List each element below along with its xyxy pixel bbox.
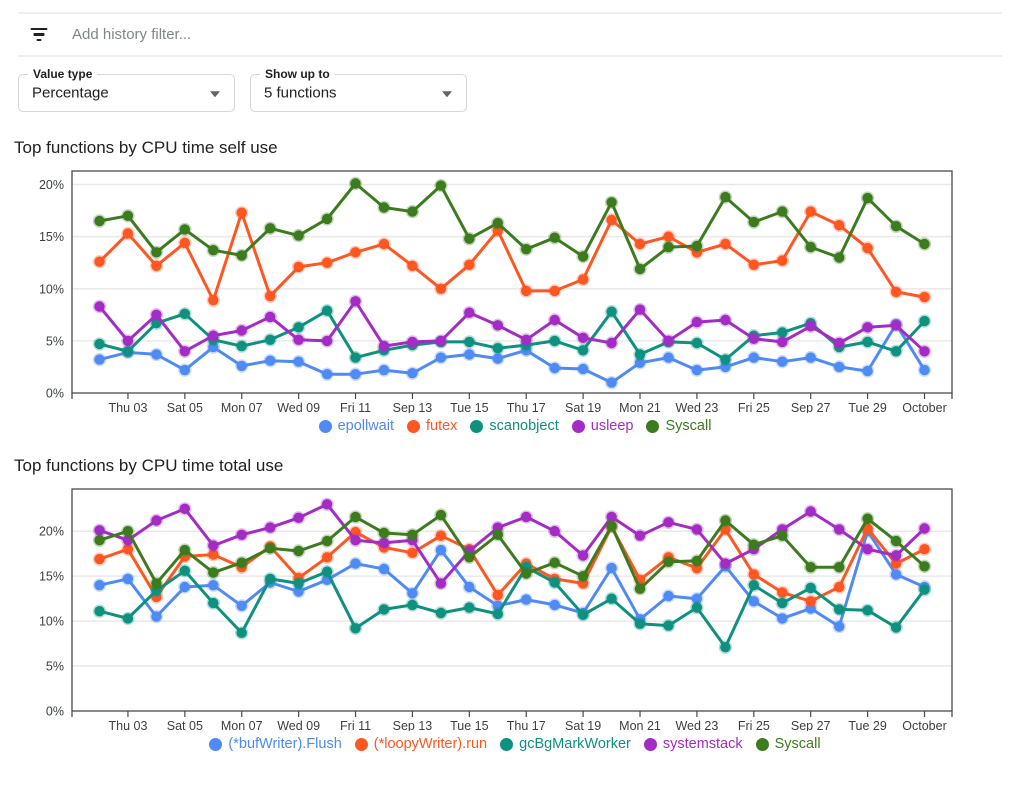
total-use-chart-legend: (*bufWriter).Flush (*loopyWriter).run gcBg… [0, 732, 1030, 756]
svg-text:Wed 09: Wed 09 [277, 719, 320, 731]
svg-text:10%: 10% [39, 282, 64, 296]
legend-label: scanobject [489, 418, 559, 434]
value-type-value: Percentage [32, 84, 109, 102]
svg-text:Sep 13: Sep 13 [393, 401, 433, 413]
self-use-chart-title: Top functions by CPU time self use [14, 138, 278, 157]
legend-item: futex [406, 418, 458, 434]
dropdown-arrow-icon [442, 91, 452, 98]
svg-text:Fri 25: Fri 25 [738, 719, 770, 731]
svg-text:Sep 13: Sep 13 [393, 719, 433, 731]
svg-text:Fri 11: Fri 11 [340, 719, 371, 731]
svg-text:Sat 19: Sat 19 [565, 719, 601, 731]
history-filter-bar[interactable] [18, 14, 1002, 57]
svg-text:Mon 07: Mon 07 [221, 401, 263, 413]
legend-label: (*loopyWriter).run [373, 736, 488, 752]
history-filter-input[interactable] [70, 25, 1002, 44]
legend-dot-icon [643, 737, 657, 751]
legend-item: epollwait [318, 418, 394, 434]
svg-text:Thu 03: Thu 03 [108, 719, 147, 731]
svg-text:0%: 0% [46, 705, 64, 719]
total-use-chart-title: Top functions by CPU time total use [14, 456, 284, 475]
svg-text:Thu 03: Thu 03 [108, 401, 147, 413]
legend-item: Syscall [646, 418, 711, 434]
svg-text:Tue 29: Tue 29 [848, 401, 887, 413]
svg-text:15%: 15% [39, 230, 64, 244]
legend-item: usleep [571, 418, 634, 434]
legend-label: gcBgMarkWorker [519, 736, 631, 752]
svg-text:Thu 17: Thu 17 [507, 719, 546, 731]
legend-label: epollwait [337, 418, 394, 434]
svg-text:October: October [902, 401, 946, 413]
svg-text:5%: 5% [46, 660, 64, 674]
svg-text:Mon 21: Mon 21 [619, 719, 661, 731]
legend-dot-icon [318, 419, 332, 433]
svg-text:Wed 09: Wed 09 [277, 401, 320, 413]
svg-text:0%: 0% [46, 387, 64, 401]
legend-label: (*bufWriter).Flush [228, 736, 342, 752]
filter-list-icon [30, 27, 48, 42]
legend-dot-icon [209, 737, 223, 751]
show-up-to-value: 5 functions [264, 84, 337, 102]
legend-item: (*bufWriter).Flush [209, 736, 342, 752]
legend-item: systemstack [643, 736, 743, 752]
legend-label: usleep [590, 418, 634, 434]
svg-text:Sep 27: Sep 27 [791, 401, 831, 413]
svg-text:Mon 07: Mon 07 [221, 719, 263, 731]
dropdown-arrow-icon [210, 91, 220, 98]
total-use-chart-canvas[interactable]: 0% 5% 10% 15% 20% Thu 03 Sat 05 Mon 07 Wed 09 Fri… [0, 481, 1030, 731]
svg-text:Tue 15: Tue 15 [450, 719, 489, 731]
svg-text:Sat 05: Sat 05 [167, 401, 203, 413]
legend-dot-icon [406, 419, 420, 433]
legend-label: futex [425, 418, 458, 434]
legend-label: systemstack [662, 736, 743, 752]
legend-item: Syscall [755, 736, 821, 752]
legend-dot-icon [755, 737, 769, 751]
svg-text:October: October [902, 719, 946, 731]
svg-text:Fri 25: Fri 25 [738, 401, 770, 413]
svg-text:5%: 5% [46, 334, 64, 348]
value-type-label: Value type [28, 67, 98, 81]
svg-text:15%: 15% [39, 570, 64, 584]
svg-text:Wed 23: Wed 23 [675, 401, 718, 413]
svg-text:Sep 27: Sep 27 [791, 719, 831, 731]
svg-text:Wed 23: Wed 23 [675, 719, 718, 731]
legend-dot-icon [470, 419, 484, 433]
svg-text:20%: 20% [39, 178, 64, 192]
svg-text:Sat 05: Sat 05 [167, 719, 203, 731]
show-up-to-select[interactable]: Show up to 5 functions [250, 67, 467, 112]
svg-text:10%: 10% [39, 615, 64, 629]
chart-controls: Value type Percentage Show up to 5 funct… [18, 67, 1030, 112]
top-divider [18, 12, 1002, 14]
svg-text:Mon 21: Mon 21 [619, 401, 661, 413]
legend-item: (*loopyWriter).run [354, 736, 488, 752]
legend-item: scanobject [470, 418, 559, 434]
svg-text:Fri 11: Fri 11 [340, 401, 371, 413]
show-up-to-label: Show up to [260, 67, 335, 81]
legend-item: gcBgMarkWorker [500, 736, 631, 752]
svg-text:20%: 20% [39, 525, 64, 539]
legend-dot-icon [500, 737, 514, 751]
svg-text:Tue 15: Tue 15 [450, 401, 489, 413]
value-type-select[interactable]: Value type Percentage [18, 67, 235, 112]
svg-text:Tue 29: Tue 29 [848, 719, 887, 731]
legend-dot-icon [354, 737, 368, 751]
legend-dot-icon [571, 419, 585, 433]
self-use-chart-legend: epollwait futex scanobject usleep Syscall [0, 414, 1030, 438]
svg-text:Sat 19: Sat 19 [565, 401, 601, 413]
svg-text:Thu 17: Thu 17 [507, 401, 546, 413]
legend-label: Syscall [665, 418, 712, 434]
legend-dot-icon [646, 419, 660, 433]
legend-label: Syscall [774, 736, 821, 752]
self-use-chart-canvas[interactable]: 0% 5% 10% 15% 20% Thu 03 Sat 05 Mon 07 Wed 09 Fri… [0, 163, 1030, 413]
